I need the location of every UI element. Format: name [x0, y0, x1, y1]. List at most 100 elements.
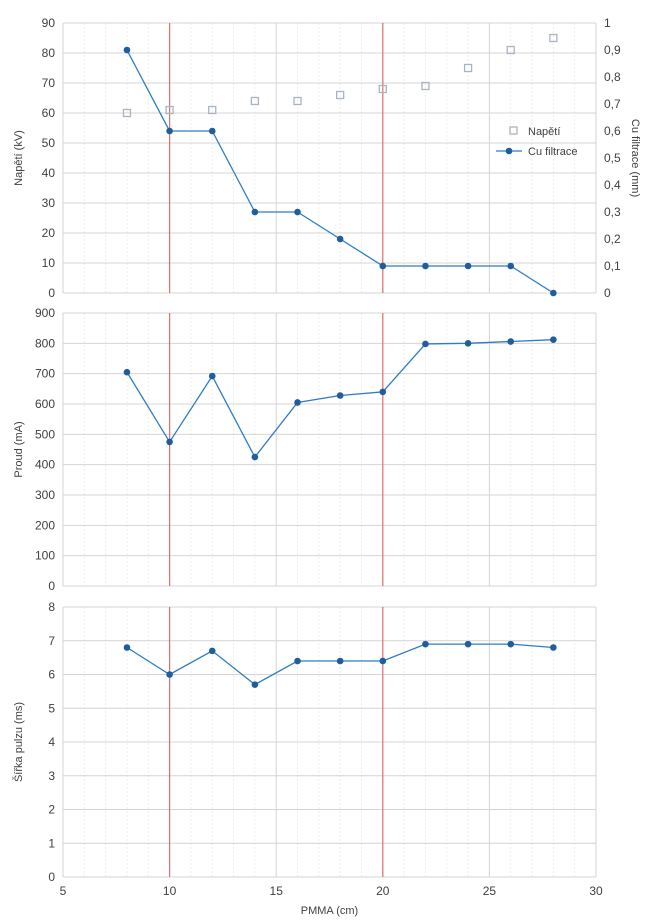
y-tick-label: 0: [48, 870, 55, 884]
data-point-napeti: [549, 33, 558, 43]
data-point-1-0: [336, 392, 344, 399]
data-point-0-1: [464, 262, 472, 270]
data-point-2-0: [294, 657, 301, 665]
data-point-2-0: [464, 640, 472, 648]
data-point-1-0: [379, 388, 387, 396]
data-point-0-1: [294, 208, 301, 216]
data-point-napeti: [506, 45, 515, 55]
x-tick-label: 20: [376, 884, 390, 898]
data-point-2-0: [251, 681, 259, 688]
y-tick-label: 200: [35, 518, 55, 532]
x-tick-label: 10: [163, 884, 177, 898]
x-tick-label: 25: [483, 884, 497, 898]
x-tick-label: 5: [60, 884, 67, 898]
x-tick-label: 15: [270, 884, 284, 898]
y2-tick-label: 0,2: [604, 232, 621, 246]
y-tick-label: 4: [48, 735, 55, 749]
data-point-1-0: [123, 368, 131, 376]
data-point-1-0: [294, 399, 301, 406]
y-tick-label: 7: [48, 634, 55, 648]
y2-tick-label: 0,4: [604, 178, 621, 192]
data-point-napeti: [122, 108, 132, 118]
y-tick-label: 20: [42, 226, 56, 240]
y-axis-title: Proud (mA): [13, 421, 25, 477]
y-tick-label: 300: [35, 488, 55, 502]
legend-marker-napeti: [509, 126, 518, 135]
y2-tick-label: 0,3: [604, 205, 621, 219]
x-axis-title: PMMA (cm): [301, 905, 358, 917]
legend-label-cu-filtrace: Cu filtrace: [528, 146, 578, 158]
data-point-napeti: [463, 63, 473, 73]
y2-tick-label: 0,8: [604, 70, 621, 84]
y2-tick-label: 0,9: [604, 43, 621, 57]
data-point-napeti: [208, 105, 217, 115]
y-tick-label: 900: [35, 306, 55, 320]
data-point-2-0: [166, 671, 173, 678]
y-tick-label: 50: [42, 136, 56, 150]
legend-label-napeti: Napětí: [528, 126, 560, 138]
data-point-2-0: [336, 657, 344, 665]
y-tick-label: 10: [42, 256, 56, 270]
data-point-2-0: [507, 640, 515, 648]
data-point-2-0: [379, 657, 387, 665]
data-point-0-1: [550, 289, 557, 297]
y-tick-label: 80: [42, 46, 56, 60]
y-tick-label: 800: [35, 336, 55, 350]
data-point-2-0: [208, 647, 216, 655]
x-tick-label: 30: [589, 884, 603, 898]
y-axis-title: Šířka pulzu (ms): [12, 702, 25, 782]
y-tick-label: 30: [42, 196, 56, 210]
data-point-1-0: [166, 438, 173, 446]
data-point-1-0: [251, 453, 259, 461]
data-point-napeti: [293, 96, 302, 106]
y-tick-label: 8: [48, 600, 55, 614]
y-tick-label: 0: [48, 286, 55, 300]
y2-tick-label: 0,6: [604, 124, 621, 138]
data-point-0-1: [123, 46, 131, 54]
y-tick-label: 90: [42, 16, 56, 30]
data-point-1-0: [208, 372, 216, 380]
y-tick-label: 2: [48, 803, 55, 817]
data-point-1-0: [507, 338, 515, 345]
y-tick-label: 70: [42, 76, 56, 90]
y2-tick-label: 0: [604, 286, 611, 300]
y2-tick-label: 0,7: [604, 97, 621, 111]
data-point-1-0: [422, 340, 429, 348]
y-tick-label: 60: [42, 106, 56, 120]
y-tick-label: 3: [48, 769, 55, 783]
data-point-2-0: [123, 644, 131, 651]
y-tick-label: 0: [48, 579, 55, 593]
data-point-0-1: [336, 235, 344, 243]
y-tick-label: 40: [42, 166, 56, 180]
data-point-0-1: [166, 127, 173, 135]
data-point-napeti: [165, 105, 174, 115]
y2-tick-label: 1: [604, 16, 611, 30]
data-point-1-0: [464, 340, 472, 347]
y-tick-label: 400: [35, 458, 55, 472]
y-tick-label: 5: [48, 701, 55, 715]
data-point-2-0: [550, 644, 557, 651]
data-point-1-0: [550, 336, 557, 343]
data-point-0-1: [379, 262, 387, 270]
y-axis-title: Napětí (kV): [13, 130, 25, 186]
y-tick-label: 6: [48, 668, 55, 682]
data-point-napeti: [336, 90, 345, 100]
legend-marker-cu-filtrace: [505, 147, 513, 155]
data-point-napeti: [421, 81, 430, 91]
y-tick-label: 700: [35, 367, 55, 381]
data-point-0-1: [507, 262, 515, 270]
y2-tick-label: 0,5: [604, 151, 621, 165]
y-tick-label: 600: [35, 397, 55, 411]
y-tick-label: 500: [35, 427, 55, 441]
data-point-napeti: [250, 96, 260, 106]
data-point-napeti: [378, 84, 387, 94]
data-point-0-1: [422, 262, 429, 270]
data-point-0-1: [251, 208, 259, 216]
y2-axis-title: Cu filtrace (mm): [629, 119, 641, 197]
y-tick-label: 100: [35, 549, 55, 563]
y2-tick-label: 0,1: [604, 259, 621, 273]
y-tick-label: 1: [48, 836, 55, 850]
data-point-0-1: [208, 127, 216, 135]
